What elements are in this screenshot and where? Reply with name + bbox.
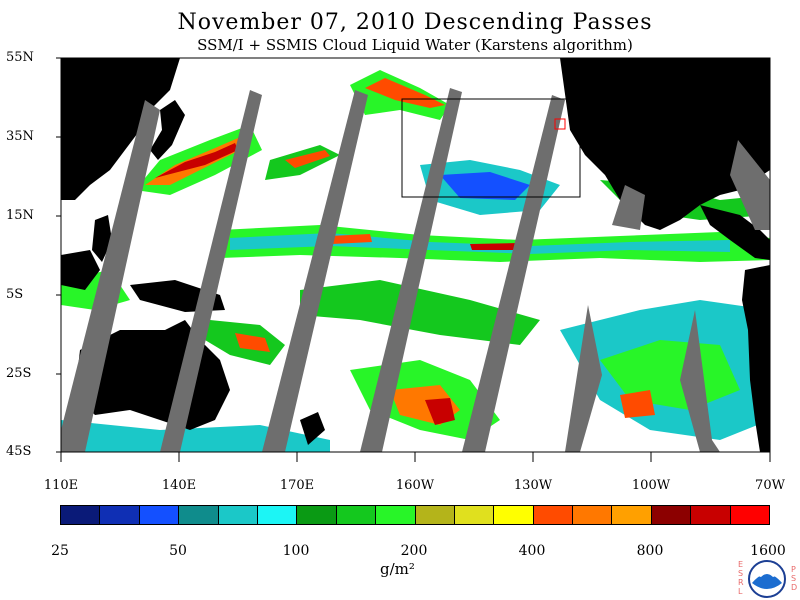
colorbar-swatch bbox=[612, 506, 652, 524]
lon-label-100w: 100W bbox=[631, 478, 671, 493]
colorbar-swatch bbox=[573, 506, 613, 524]
colorbar-swatch bbox=[179, 506, 219, 524]
land-borneo bbox=[61, 250, 100, 290]
lon-label-70w: 70W bbox=[755, 478, 785, 493]
colorbar-swatch bbox=[454, 506, 495, 524]
colorbar-label-50: 50 bbox=[169, 543, 187, 559]
colorbar-swatch bbox=[533, 506, 574, 524]
colorbar-swatch bbox=[415, 506, 455, 524]
noaa-emblem-icon bbox=[748, 560, 786, 598]
land-japan bbox=[150, 100, 185, 160]
lon-ticks bbox=[60, 452, 771, 462]
swath-gap-layer bbox=[61, 88, 770, 452]
swath-gap-3 bbox=[262, 90, 368, 452]
land-layer bbox=[61, 58, 770, 452]
cloud-band-spcz bbox=[300, 280, 540, 345]
lon-label-170e: 170E bbox=[279, 478, 315, 493]
lat-label-55n: 55N bbox=[6, 50, 34, 65]
swath-gap-6 bbox=[565, 305, 602, 452]
swath-gap-9 bbox=[612, 185, 645, 230]
colorbar-swatch bbox=[139, 506, 180, 524]
cloud-band-southeast-core bbox=[620, 390, 655, 418]
lon-label-140e: 140E bbox=[161, 478, 197, 493]
lat-label-35n: 35N bbox=[6, 129, 34, 144]
map-title: November 07, 2010 Descending Passes bbox=[177, 10, 653, 35]
swath-gap-4 bbox=[360, 88, 462, 452]
lat-label-45s: 45S bbox=[6, 444, 32, 459]
lat-label-5s: 5S bbox=[6, 287, 24, 302]
colorbar-swatch bbox=[61, 506, 101, 524]
land-new-zealand bbox=[300, 412, 325, 445]
lat-ticks bbox=[56, 57, 61, 453]
colorbar-swatch bbox=[257, 506, 298, 524]
colorbar-swatch bbox=[730, 506, 770, 524]
cloud-band-north-pacific-core bbox=[365, 78, 445, 108]
land-central-america bbox=[700, 205, 770, 260]
land-north-america bbox=[560, 58, 770, 230]
cloud-band-central-core bbox=[285, 150, 330, 168]
lon-label-110e: 110E bbox=[43, 478, 79, 493]
cloud-band-layer bbox=[61, 70, 770, 452]
swath-gap-1 bbox=[61, 100, 160, 452]
colorbar-swatch bbox=[100, 506, 140, 524]
region-box bbox=[401, 98, 581, 198]
colorbar-label-1600: 1600 bbox=[750, 543, 786, 559]
colorbar bbox=[60, 505, 770, 525]
land-south-america bbox=[742, 265, 770, 452]
cloud-band-itcz-core-east bbox=[470, 243, 520, 250]
colorbar-swatch bbox=[376, 506, 416, 524]
colorbar-label-400: 400 bbox=[518, 543, 546, 559]
colorbar-swatch bbox=[691, 506, 731, 524]
swath-gap-8 bbox=[730, 140, 770, 230]
lon-label-130w: 130W bbox=[513, 478, 553, 493]
lat-label-25s: 25S bbox=[6, 366, 32, 381]
cloud-band-subtropical-inner bbox=[440, 172, 530, 200]
swath-gap-2 bbox=[160, 90, 262, 452]
small-region-box bbox=[554, 118, 566, 130]
colorbar-label-25: 25 bbox=[51, 543, 69, 559]
cloud-band-southern-ocean bbox=[61, 420, 330, 452]
colorbar-swatch bbox=[336, 506, 377, 524]
colorbar-label-200: 200 bbox=[400, 543, 428, 559]
colorbar-label-100: 100 bbox=[282, 543, 310, 559]
swath-gap-5 bbox=[462, 95, 565, 452]
cloud-band-itcz-core bbox=[330, 234, 372, 244]
cloud-band-southern-max bbox=[425, 398, 455, 425]
colorbar-swatch bbox=[494, 506, 534, 524]
colorbar-swatch bbox=[651, 506, 692, 524]
colorbar-swatch bbox=[218, 506, 258, 524]
colorbar-swatch bbox=[297, 506, 337, 524]
noaa-logo-text: NOAA bbox=[756, 569, 776, 576]
land-asia bbox=[61, 58, 180, 200]
cloud-band-kuroshio-max bbox=[155, 143, 238, 178]
lat-label-15n: 15N bbox=[6, 208, 34, 223]
lon-label-160w: 160W bbox=[395, 478, 435, 493]
colorbar-units: g/m² bbox=[380, 560, 415, 578]
swath-gap-7 bbox=[680, 310, 720, 452]
map-subtitle: SSM/I + SSMIS Cloud Liquid Water (Karste… bbox=[197, 36, 633, 54]
cloud-band-australia-north-core bbox=[235, 333, 270, 352]
colorbar-label-800: 800 bbox=[636, 543, 664, 559]
